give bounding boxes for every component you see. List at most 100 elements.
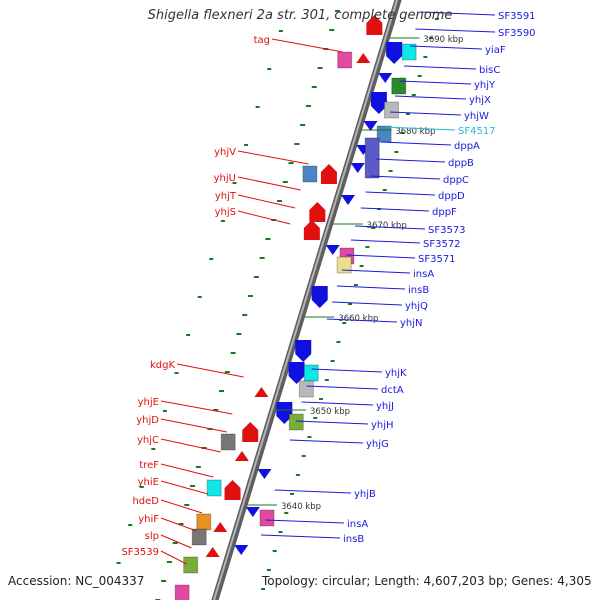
tick-mark — [261, 588, 266, 590]
gene-label-left: yhjS — [215, 207, 236, 218]
connector-line — [176, 363, 244, 378]
gene-feature — [370, 92, 387, 114]
tick-mark — [434, 18, 439, 20]
gene-label-right: yhjN — [400, 318, 423, 329]
connector-line — [160, 499, 203, 514]
connector-line — [385, 126, 456, 131]
gene-feature — [191, 528, 207, 546]
gene-feature — [254, 387, 269, 397]
tick-mark — [253, 276, 259, 278]
gene-label-right: SF3573 — [428, 225, 466, 236]
gene-label-left: SF3539 — [121, 547, 159, 558]
gene-feature — [311, 286, 328, 308]
tick-mark — [388, 170, 393, 172]
tick-mark — [232, 182, 237, 184]
connector-line — [237, 150, 309, 165]
tick-mark — [242, 314, 248, 316]
tick-mark — [184, 504, 190, 506]
tick-mark — [295, 474, 300, 476]
tick-mark — [266, 569, 271, 571]
gene-label-right: yhjW — [464, 111, 489, 122]
gene-feature — [386, 42, 403, 64]
tick-mark — [294, 143, 300, 145]
connector-line — [237, 194, 296, 209]
kbp-label: 3640 kbp — [281, 502, 321, 512]
gene-feature — [364, 137, 380, 179]
gene-feature — [363, 121, 378, 131]
tick-mark — [290, 493, 295, 495]
gene-label-right: yhjY — [474, 80, 496, 91]
gene-feature — [325, 245, 340, 255]
tick-mark — [195, 466, 201, 468]
connector-line — [420, 11, 496, 16]
tick-mark — [330, 360, 335, 362]
gene-feature — [220, 433, 236, 451]
tick-mark — [213, 409, 219, 411]
gene-feature — [288, 362, 305, 384]
tick-mark — [219, 390, 225, 392]
connector-line — [350, 239, 421, 244]
gene-feature — [336, 256, 352, 274]
gene-label-left: yhjT — [215, 191, 237, 202]
tick-mark — [336, 341, 341, 343]
gene-label-right: SF3590 — [498, 28, 536, 39]
gene-feature — [257, 469, 272, 479]
tick-marks — [116, 10, 439, 600]
gene-feature — [245, 507, 260, 517]
gene-feature — [288, 413, 304, 431]
connector-line — [341, 269, 411, 274]
gene-feature — [213, 522, 228, 532]
gene-label-left: treF — [139, 460, 159, 471]
connector-line — [160, 480, 209, 495]
connector-line — [375, 158, 446, 163]
tick-mark — [371, 227, 376, 229]
gene-label-right: insA — [347, 519, 368, 530]
gene-label-right: insB — [408, 285, 429, 296]
gene-feature — [337, 51, 353, 69]
tick-mark — [365, 246, 370, 248]
connector-line — [271, 38, 343, 53]
gene-label-left: yhjD — [136, 415, 159, 426]
gene-label-right: dppC — [443, 175, 469, 186]
gene-feature — [303, 220, 320, 240]
gene-feature — [320, 164, 337, 184]
tick-mark — [300, 124, 306, 126]
tick-mark — [324, 379, 329, 381]
connector-line — [410, 45, 483, 50]
connector-line — [289, 439, 364, 444]
genome-title: Shigella flexneri 2a str. 301, complete … — [147, 8, 453, 23]
tick-mark — [161, 580, 167, 582]
connector-line — [346, 254, 416, 259]
tick-mark — [284, 512, 289, 514]
tick-mark — [236, 333, 242, 335]
tick-mark — [186, 334, 191, 336]
tick-mark — [278, 30, 283, 32]
connector-line — [370, 175, 441, 180]
gene-features — [174, 15, 417, 600]
connector-line — [336, 285, 406, 290]
gene-feature — [205, 547, 220, 557]
gene-feature — [383, 101, 399, 119]
tick-mark — [278, 531, 283, 533]
connector-line — [160, 517, 197, 532]
tick-mark — [259, 257, 265, 259]
gene-feature — [196, 513, 212, 531]
tick-mark — [317, 67, 323, 69]
tick-mark — [209, 258, 214, 260]
gene-label-left: yhjE — [138, 397, 159, 408]
gene-label-left: tag — [254, 35, 270, 46]
gene-feature — [356, 53, 371, 63]
gene-label-right: yiaF — [485, 45, 506, 56]
gene-label-right: SF3591 — [498, 11, 536, 22]
tick-mark — [220, 220, 225, 222]
accession-text: Accession: NC_004337 — [8, 574, 145, 588]
gene-label-right: dppA — [454, 141, 480, 152]
kbp-label: 3680 kbp — [395, 127, 435, 137]
tick-mark — [190, 485, 196, 487]
tick-mark — [288, 162, 294, 164]
gene-feature — [298, 380, 314, 398]
gene-label-right: yhjQ — [405, 301, 428, 312]
connector-line — [160, 463, 214, 478]
gene-feature — [242, 422, 259, 442]
